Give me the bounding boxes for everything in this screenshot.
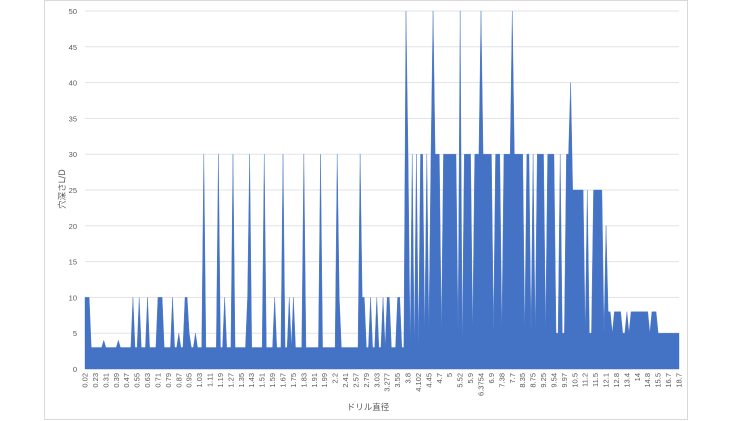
x-tick-label: 5 <box>445 373 454 377</box>
x-tick-label: 7.7 <box>508 373 517 383</box>
x-tick-label: 1.19 <box>216 373 225 388</box>
x-tick-label: 0.63 <box>143 373 152 388</box>
x-tick-label: 1.67 <box>279 373 288 388</box>
x-tick-label: 14 <box>633 373 642 381</box>
x-tick-label: 3.277 <box>383 373 392 392</box>
x-tick-label: 8.35 <box>518 373 527 388</box>
y-axis-ticks: 0 5 10 15 20 25 30 35 40 45 50 <box>69 7 77 374</box>
x-tick-label: 0.02 <box>81 373 90 388</box>
x-tick-label: 8.75 <box>529 373 538 388</box>
x-tick-label: 1.27 <box>226 373 235 388</box>
y-tick-label: 10 <box>69 293 77 302</box>
y-tick-label: 0 <box>73 365 77 374</box>
x-tick-label: 12.8 <box>612 373 621 388</box>
x-tick-label: 3.03 <box>372 373 381 388</box>
series-area <box>84 10 680 370</box>
x-tick-label: 0.95 <box>185 373 194 388</box>
y-tick-label: 35 <box>69 114 77 123</box>
x-tick-label: 5.52 <box>456 373 465 388</box>
x-tick-label: 18.7 <box>675 373 684 388</box>
x-tick-label: 4.102 <box>414 373 423 392</box>
x-tick-label: 0.55 <box>133 373 142 388</box>
x-tick-label: 1.11 <box>206 373 215 387</box>
area-chart: 0 5 10 15 20 25 30 35 40 45 50 0.02 0.23 0.31 0.39 0.4… <box>57 7 684 413</box>
x-tick-label: 14.8 <box>643 373 652 388</box>
chart-frame: 0 5 10 15 20 25 30 35 40 45 50 0.02 0.23 0.31 0.39 0.4… <box>44 0 688 420</box>
x-tick-label: 9.54 <box>549 373 558 388</box>
x-tick-label: 11.2 <box>581 373 590 387</box>
gridlines <box>85 10 679 370</box>
x-tick-label: 0.87 <box>174 373 183 388</box>
x-tick-label: 1.35 <box>237 373 246 388</box>
y-tick-label: 30 <box>69 150 77 159</box>
y-tick-label: 25 <box>69 186 77 195</box>
x-tick-label: 2.57 <box>351 373 360 388</box>
y-tick-label: 50 <box>69 7 77 16</box>
x-tick-label: 11.5 <box>591 373 600 387</box>
y-axis-title: 穴深さL/D <box>57 169 68 209</box>
x-tick-label: 2.79 <box>362 373 371 388</box>
x-tick-label: 9.97 <box>560 373 569 388</box>
x-tick-label: 0.39 <box>112 373 121 388</box>
x-tick-label: 15.5 <box>654 373 663 388</box>
y-tick-label: 20 <box>69 222 77 231</box>
y-tick-label: 15 <box>69 258 77 267</box>
x-tick-label: 3.8 <box>404 373 413 383</box>
x-axis-title: ドリル直径 <box>347 402 390 413</box>
x-tick-label: 6.3754 <box>477 373 486 396</box>
y-tick-label: 40 <box>69 79 77 88</box>
x-tick-label: 4.7 <box>435 373 444 383</box>
x-tick-label: 6.9 <box>487 373 496 383</box>
x-axis-ticks: 0.02 0.23 0.31 0.39 0.47 0.55 0.63 0.71 0.79 0.87… <box>81 373 684 396</box>
x-tick-label: 0.31 <box>101 373 110 388</box>
x-tick-label: 1.03 <box>195 373 204 388</box>
x-tick-label: 5.9 <box>466 373 475 383</box>
x-tick-label: 1.51 <box>258 373 267 388</box>
series-area-path <box>84 10 680 370</box>
x-tick-label: 4.45 <box>424 373 433 388</box>
x-tick-label: 13.4 <box>622 373 631 388</box>
x-tick-label: 0.71 <box>153 373 162 388</box>
x-tick-label: 12.1 <box>602 373 611 388</box>
x-tick-label: 1.75 <box>289 373 298 388</box>
x-tick-label: 2.41 <box>341 373 350 388</box>
x-tick-label: 1.59 <box>268 373 277 388</box>
y-tick-label: 5 <box>73 329 77 338</box>
x-tick-label: 7.38 <box>497 373 506 388</box>
x-tick-label: 1.91 <box>310 373 319 388</box>
x-tick-label: 3.55 <box>393 373 402 388</box>
x-tick-label: 2.2 <box>331 373 340 383</box>
y-tick-label: 45 <box>69 43 77 52</box>
x-tick-label: 1.83 <box>299 373 308 388</box>
x-tick-label: 10.5 <box>570 373 579 388</box>
x-tick-label: 9.25 <box>539 373 548 388</box>
x-tick-label: 0.47 <box>122 373 131 388</box>
x-tick-label: 1.43 <box>247 373 256 388</box>
x-tick-label: 0.79 <box>164 373 173 388</box>
x-tick-label: 1.99 <box>320 373 329 388</box>
x-tick-label: 0.23 <box>91 373 100 388</box>
x-tick-label: 16.7 <box>664 373 673 388</box>
